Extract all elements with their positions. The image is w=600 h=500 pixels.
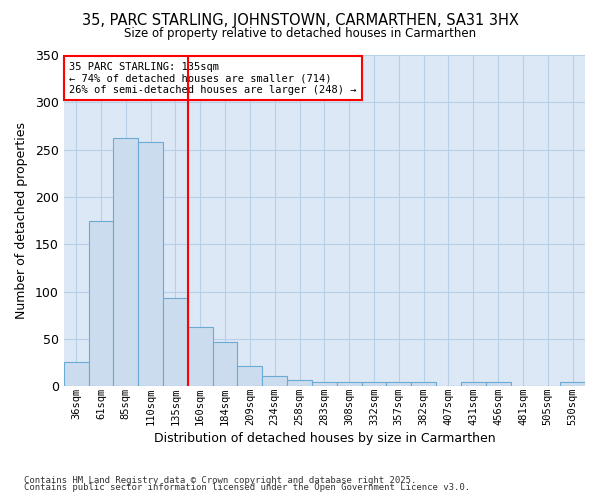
Bar — [163, 298, 188, 386]
Text: Contains HM Land Registry data © Crown copyright and database right 2025.: Contains HM Land Registry data © Crown c… — [24, 476, 416, 485]
Bar — [560, 382, 585, 386]
Bar — [64, 362, 89, 386]
Bar — [262, 376, 287, 386]
Bar — [188, 326, 212, 386]
Bar — [312, 382, 337, 386]
Bar — [138, 142, 163, 386]
Text: Contains public sector information licensed under the Open Government Licence v3: Contains public sector information licen… — [24, 484, 470, 492]
Bar — [89, 220, 113, 386]
X-axis label: Distribution of detached houses by size in Carmarthen: Distribution of detached houses by size … — [154, 432, 495, 445]
Bar — [287, 380, 312, 386]
Bar — [113, 138, 138, 386]
Bar — [212, 342, 238, 386]
Bar — [238, 366, 262, 386]
Text: 35 PARC STARLING: 135sqm
← 74% of detached houses are smaller (714)
26% of semi-: 35 PARC STARLING: 135sqm ← 74% of detach… — [69, 62, 356, 95]
Y-axis label: Number of detached properties: Number of detached properties — [15, 122, 28, 319]
Bar — [461, 382, 486, 386]
Bar — [486, 382, 511, 386]
Bar — [411, 382, 436, 386]
Text: 35, PARC STARLING, JOHNSTOWN, CARMARTHEN, SA31 3HX: 35, PARC STARLING, JOHNSTOWN, CARMARTHEN… — [82, 12, 518, 28]
Text: Size of property relative to detached houses in Carmarthen: Size of property relative to detached ho… — [124, 28, 476, 40]
Bar — [386, 382, 411, 386]
Bar — [337, 382, 362, 386]
Bar — [362, 382, 386, 386]
